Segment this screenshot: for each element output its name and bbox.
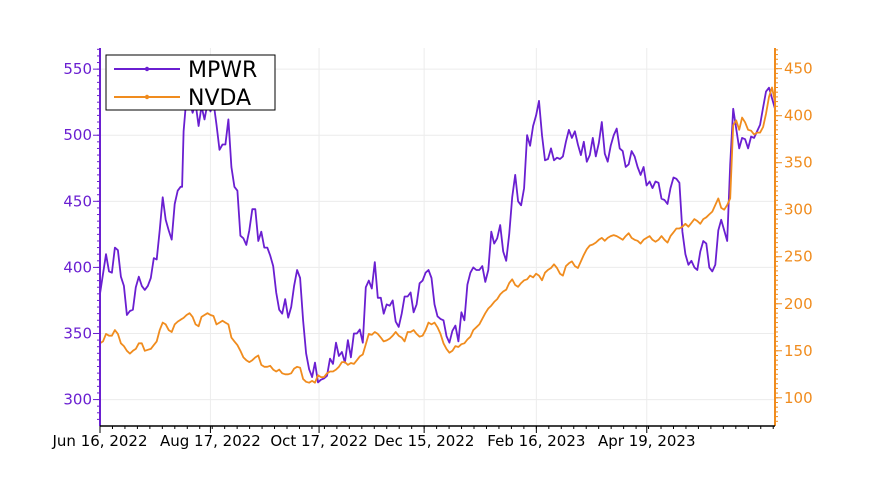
y-left-tick-label: 450 <box>63 192 92 210</box>
x-tick-label: Apr 19, 2023 <box>598 432 696 450</box>
legend-label-nvda: NVDA <box>188 86 251 111</box>
y-left-tick-label: 400 <box>63 258 92 276</box>
legend: MPWR NVDA <box>105 54 276 111</box>
x-tick-label: Oct 17, 2022 <box>270 432 368 450</box>
y-right-tick-label: 150 <box>784 342 813 360</box>
x-tick-label: Dec 15, 2022 <box>374 432 475 450</box>
y-left-tick-label: 350 <box>63 324 92 342</box>
y-right-tick-label: 300 <box>784 201 813 219</box>
y-right-tick-label: 100 <box>784 389 813 407</box>
y-right-tick-label: 250 <box>784 248 813 266</box>
y-right-tick-label: 200 <box>784 295 813 313</box>
y-left-tick-label: 300 <box>63 391 92 409</box>
y-right-tick-label: 350 <box>784 154 813 172</box>
legend-marker-nvda <box>144 94 150 100</box>
y-left-tick-label: 550 <box>63 60 92 78</box>
series-line-mpwr <box>99 86 776 384</box>
y-left-tick-label: 500 <box>63 126 92 144</box>
series-line-nvda <box>99 86 776 384</box>
legend-label-mpwr: MPWR <box>188 58 257 83</box>
axes: 300 350 400 450 500 550 100 150 200 250 300 350 400 4… <box>51 48 813 450</box>
y-right-tick-label: 450 <box>784 60 813 78</box>
legend-marker-mpwr <box>144 66 150 72</box>
x-tick-label: Feb 16, 2023 <box>487 432 585 450</box>
series-lines <box>99 86 776 384</box>
x-tick-label: Jun 16, 2022 <box>51 432 147 450</box>
x-tick-label: Aug 17, 2022 <box>160 432 261 450</box>
legend-box <box>105 54 276 111</box>
y-right-tick-label: 400 <box>784 107 813 125</box>
